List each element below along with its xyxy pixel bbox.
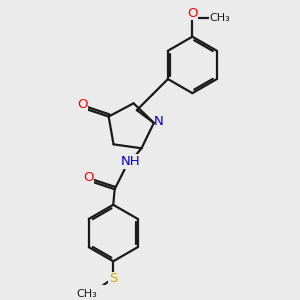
Text: CH₃: CH₃ xyxy=(76,289,97,299)
Text: O: O xyxy=(77,98,88,111)
Text: S: S xyxy=(109,272,117,285)
Text: NH: NH xyxy=(121,155,141,168)
Text: N: N xyxy=(154,115,164,128)
Text: O: O xyxy=(83,171,94,184)
Text: CH₃: CH₃ xyxy=(209,13,230,23)
Text: O: O xyxy=(187,7,198,20)
